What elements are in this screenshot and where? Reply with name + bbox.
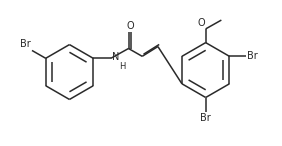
Text: N: N	[112, 52, 119, 62]
Text: Br: Br	[247, 51, 258, 61]
Text: H: H	[119, 62, 125, 71]
Text: O: O	[197, 18, 205, 28]
Text: Br: Br	[20, 39, 31, 49]
Text: O: O	[126, 21, 134, 31]
Text: Br: Br	[200, 113, 211, 123]
